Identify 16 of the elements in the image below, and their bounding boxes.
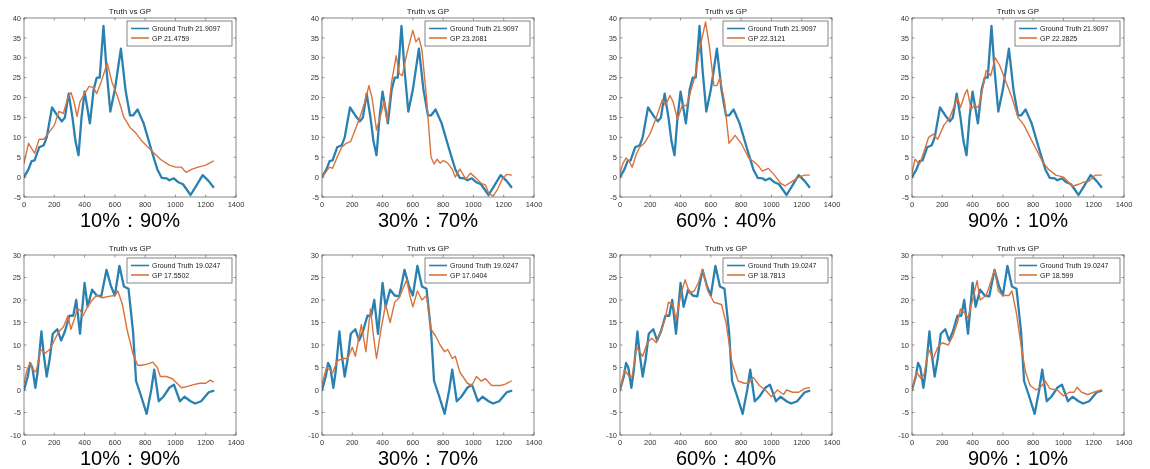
chart-title: Truth vs GP — [406, 7, 450, 16]
x-axis-title: 10%：90% — [79, 209, 181, 231]
chart-title: Truth vs GP — [108, 244, 152, 253]
x-axis-title: 90%：10% — [967, 447, 1069, 469]
chart-title: Truth vs GP — [996, 244, 1040, 253]
chart-title: Truth vs GP — [704, 7, 748, 16]
chart-title: Truth vs GP — [704, 244, 748, 253]
x-axis-title: 60%：40% — [675, 447, 777, 469]
x-axis-title: 30%：70% — [377, 209, 479, 231]
chart-title: Truth vs GP — [996, 7, 1040, 16]
chart-title: Truth vs GP — [108, 7, 152, 16]
chart-title: Truth vs GP — [406, 244, 450, 253]
x-axis-title: 60%：40% — [675, 209, 777, 231]
x-axis-title: 90%：10% — [967, 209, 1069, 231]
x-axis-title: 10%：90% — [79, 447, 181, 469]
x-axis-title: 30%：70% — [377, 447, 479, 469]
